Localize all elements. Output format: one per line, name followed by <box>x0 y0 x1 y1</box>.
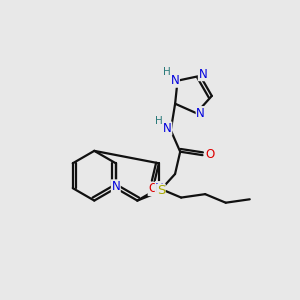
Text: N: N <box>171 74 179 87</box>
Text: S: S <box>157 184 165 197</box>
Text: H: H <box>164 67 171 77</box>
Text: O: O <box>148 182 158 196</box>
Text: H: H <box>155 116 163 126</box>
Text: N: N <box>163 122 172 135</box>
Text: N: N <box>111 180 120 193</box>
Text: N: N <box>155 182 164 195</box>
Text: N: N <box>198 68 207 81</box>
Text: N: N <box>196 106 205 120</box>
Text: O: O <box>206 148 215 161</box>
